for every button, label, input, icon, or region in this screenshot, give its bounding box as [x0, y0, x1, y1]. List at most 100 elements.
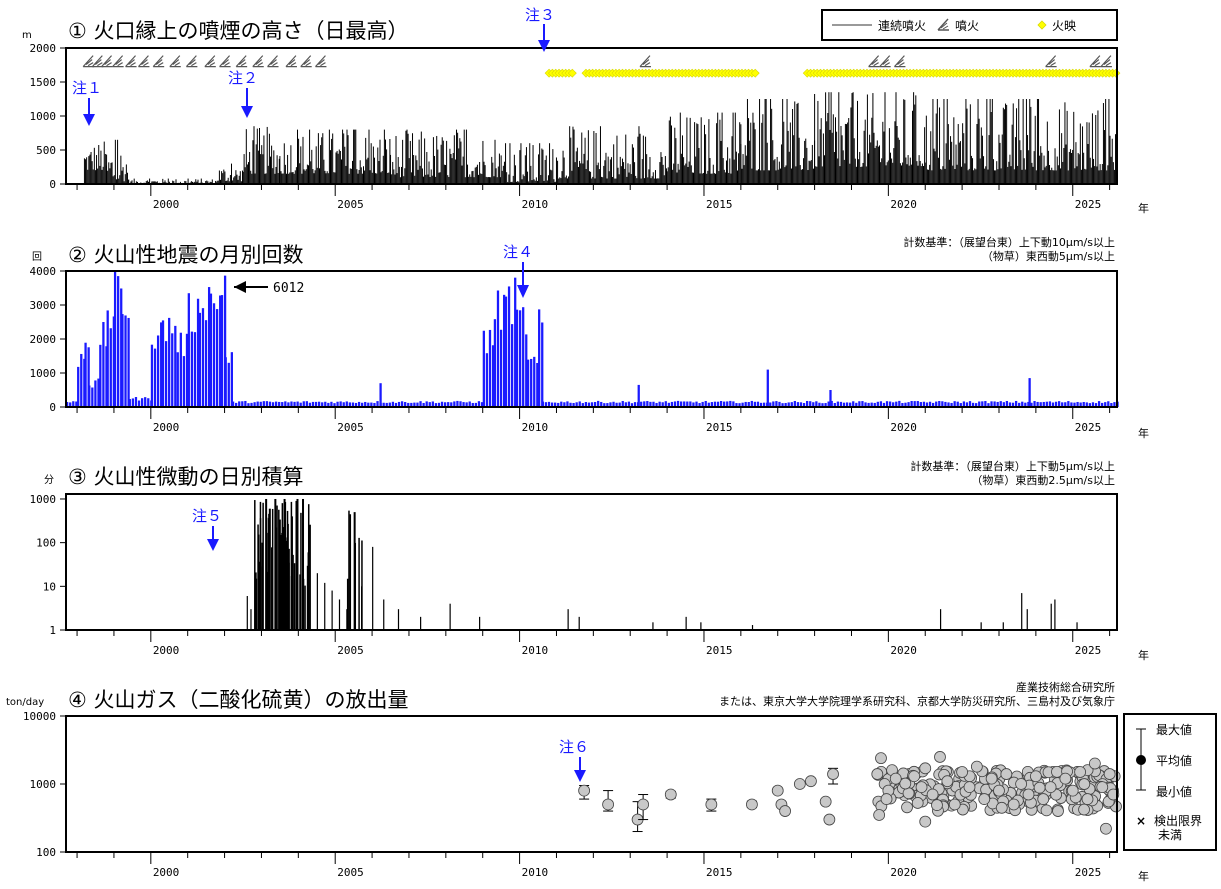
- quake-bar: [741, 402, 744, 407]
- legend-eruption: 噴火: [955, 19, 979, 33]
- quake-bar: [450, 402, 453, 407]
- quake-bar: [1033, 401, 1036, 407]
- quake-bar: [468, 401, 471, 407]
- p3-ytick-label: 10: [43, 580, 56, 593]
- quake-bar: [692, 402, 695, 407]
- quake-bar: [652, 401, 655, 407]
- quake-bar: [1057, 401, 1061, 407]
- p4-year-suffix: 年: [1138, 869, 1149, 883]
- note-2: 注２: [228, 69, 258, 118]
- p3-criteria-1: 計数基準：（展望台東）上下動5μm/s以上: [910, 459, 1115, 473]
- p4-year-label: 2010: [522, 866, 549, 879]
- quake-bar: [376, 401, 379, 407]
- p1-legend-box: [821, 9, 1118, 41]
- quake-bar: [514, 277, 517, 407]
- tremor-bar: [331, 590, 333, 630]
- p3-ytick-label: 1000: [30, 493, 57, 506]
- p4-year-label: 2020: [890, 866, 917, 879]
- p2-year-label: 2015: [706, 421, 733, 434]
- quake-bar: [925, 402, 929, 407]
- tremor-bar: [348, 510, 350, 630]
- quake-bar: [704, 401, 707, 407]
- quake-bar: [747, 402, 750, 407]
- gas-point: [915, 781, 928, 794]
- gas-point: [908, 770, 921, 783]
- p3-bars: [246, 498, 1078, 630]
- quake-bar: [250, 402, 253, 407]
- tremor-bar: [279, 564, 282, 630]
- quake-bar: [354, 402, 358, 407]
- quake-bar: [526, 359, 530, 407]
- quake-bar: [796, 402, 800, 407]
- eruption-icon: [937, 18, 949, 31]
- note-1-label: 注１: [72, 79, 102, 97]
- quake-bar: [296, 401, 299, 407]
- quake-bar: [931, 402, 935, 407]
- quake-bar: [879, 401, 883, 407]
- quake-bar: [164, 341, 168, 407]
- p2-year-label: 2000: [153, 421, 180, 434]
- quake-bar: [422, 402, 425, 407]
- quake-bar: [471, 402, 474, 407]
- note-3-label: 注３: [525, 6, 555, 24]
- quake-bar: [643, 401, 646, 407]
- eruption-marker: [893, 55, 906, 68]
- quake-bar: [888, 401, 892, 407]
- gas-point: [1015, 778, 1028, 790]
- quake-bar: [907, 402, 910, 407]
- quake-bar: [550, 402, 554, 407]
- quake-bar: [784, 402, 787, 407]
- quake-bar: [1088, 403, 1092, 407]
- tremor-bar: [266, 575, 269, 630]
- tremor-bar: [259, 501, 262, 630]
- panel-earthquakes: 回 ② 火山性地震の月別回数 計数基準：（展望台東）上下動10μm/s以上 （物…: [30, 235, 1150, 440]
- quake-bar: [156, 335, 160, 407]
- quake-bar: [882, 402, 886, 407]
- quake-bar: [190, 331, 194, 407]
- quake-bar: [525, 334, 528, 407]
- tremor-bar: [292, 554, 294, 630]
- gas-point: [889, 772, 902, 785]
- quake-bar: [913, 401, 916, 407]
- quake-bar: [447, 402, 450, 407]
- quake-bar: [94, 380, 97, 407]
- quake-bar: [578, 401, 581, 407]
- p1-year-label: 2010: [522, 198, 549, 211]
- quake-bar: [606, 403, 609, 407]
- quake-bar: [247, 403, 250, 407]
- quake-bar: [821, 403, 824, 407]
- quake-bar: [83, 358, 86, 407]
- quake-bar: [1067, 401, 1070, 407]
- gas-point: [1040, 804, 1053, 817]
- glow-diamond: [750, 68, 760, 78]
- quake-bar: [723, 401, 726, 407]
- quake-bar: [962, 401, 966, 407]
- quake-bar: [230, 352, 233, 407]
- quake-bar: [787, 402, 790, 407]
- panel-so2-emission: ton/day ④ 火山ガス（二酸化硫黄）の放出量 産業技術総合研究所 または、…: [6, 680, 1217, 883]
- gas-point: [1078, 778, 1091, 790]
- quake-bar: [196, 298, 200, 407]
- p4-ytick-label: 1000: [30, 778, 57, 791]
- note-3-arrowhead: [538, 40, 550, 52]
- quake-bar: [97, 378, 100, 407]
- quake-bar: [873, 402, 876, 407]
- note-2-label: 注２: [228, 69, 258, 87]
- legend-continuous: 連続噴火: [878, 19, 926, 33]
- p2-year-label: 2005: [337, 421, 364, 434]
- eruption-marker: [204, 55, 216, 68]
- eruption-marker: [101, 55, 113, 68]
- quake-bar: [321, 402, 324, 407]
- p2-ytick-label: 3000: [30, 299, 57, 312]
- p1-bars: [83, 92, 1118, 184]
- quake-bar: [990, 401, 993, 407]
- quake-bar: [658, 401, 661, 407]
- note-3: 注３: [525, 6, 555, 52]
- quake-bar: [187, 293, 190, 407]
- quake-bar: [87, 347, 90, 407]
- legend-min: 最小値: [1156, 784, 1192, 799]
- tremor-bar: [420, 616, 422, 630]
- quake-bar: [953, 401, 956, 407]
- quake-bar: [278, 401, 281, 407]
- quake-bar: [308, 402, 312, 407]
